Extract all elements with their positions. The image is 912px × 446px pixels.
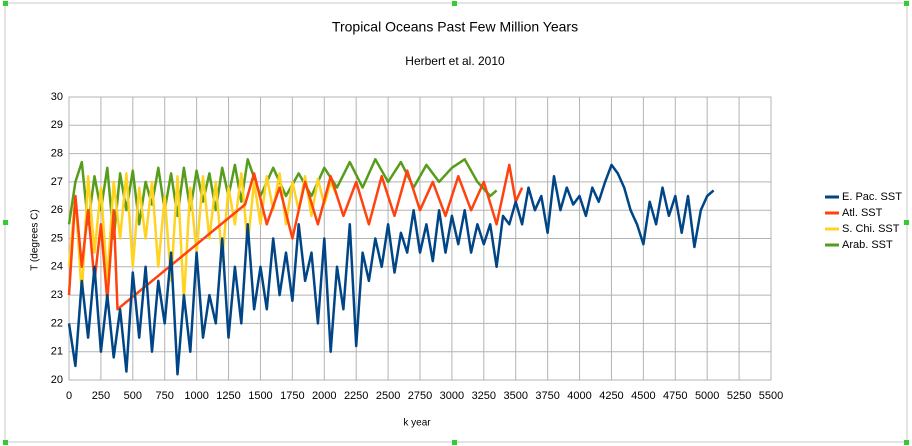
y-tick-label: 26	[51, 204, 63, 216]
x-tick-label: 3750	[535, 390, 559, 402]
x-tick-label: 750	[156, 390, 174, 402]
x-tick-label: 3500	[503, 390, 527, 402]
plot-frame	[68, 96, 772, 381]
legend-label: Arab. SST	[842, 239, 893, 251]
y-tick-label: 23	[51, 289, 63, 301]
y-tick-label: 20	[51, 374, 63, 386]
x-tick-label: 1000	[184, 390, 208, 402]
x-tick-label: 2000	[312, 390, 336, 402]
x-tick-label: 0	[66, 390, 72, 402]
chart-subtitle: Herbert et al. 2010	[405, 54, 505, 68]
x-axis-label: k year	[403, 418, 431, 429]
selection-handles	[3, 1, 909, 445]
x-tick-label: 2500	[376, 390, 400, 402]
legend-label: S. Chi. SST	[842, 223, 900, 235]
y-tick-label: 30	[51, 91, 63, 103]
x-tick-label: 4000	[567, 390, 591, 402]
y-tick-label: 25	[51, 232, 63, 244]
x-tick-label: 250	[92, 390, 110, 402]
x-tick-label: 5000	[695, 390, 719, 402]
x-tick-label: 3000	[440, 390, 464, 402]
x-tick-label: 4500	[631, 390, 655, 402]
y-tick-label: 27	[51, 176, 63, 188]
chart-title: Tropical Oceans Past Few Million Years	[332, 19, 578, 35]
series-line	[67, 158, 498, 240]
series-line	[67, 163, 524, 311]
x-tick-label: 500	[124, 390, 142, 402]
y-tick-label: 29	[51, 119, 63, 131]
x-tick-label: 5500	[759, 390, 783, 402]
y-axis-label: T (degrees C)	[30, 209, 41, 271]
series-line	[67, 172, 339, 303]
series-line	[67, 163, 715, 376]
x-tick-label: 2750	[408, 390, 432, 402]
x-tick-label: 1250	[216, 390, 240, 402]
x-tick-label: 3250	[472, 390, 496, 402]
x-tick-label: 4750	[663, 390, 687, 402]
x-tick-label: 1500	[248, 390, 272, 402]
legend-label: E. Pac. SST	[842, 191, 902, 203]
legend-label: Atl. SST	[842, 207, 883, 219]
y-tick-label: 24	[51, 261, 63, 273]
x-tick-label: 1750	[280, 390, 304, 402]
x-tick-label: 4250	[599, 390, 623, 402]
y-tick-label: 22	[51, 317, 63, 329]
x-tick-label: 2250	[344, 390, 368, 402]
y-tick-label: 28	[51, 148, 63, 160]
y-tick-label: 21	[51, 346, 63, 358]
x-tick-label: 5250	[727, 390, 751, 402]
